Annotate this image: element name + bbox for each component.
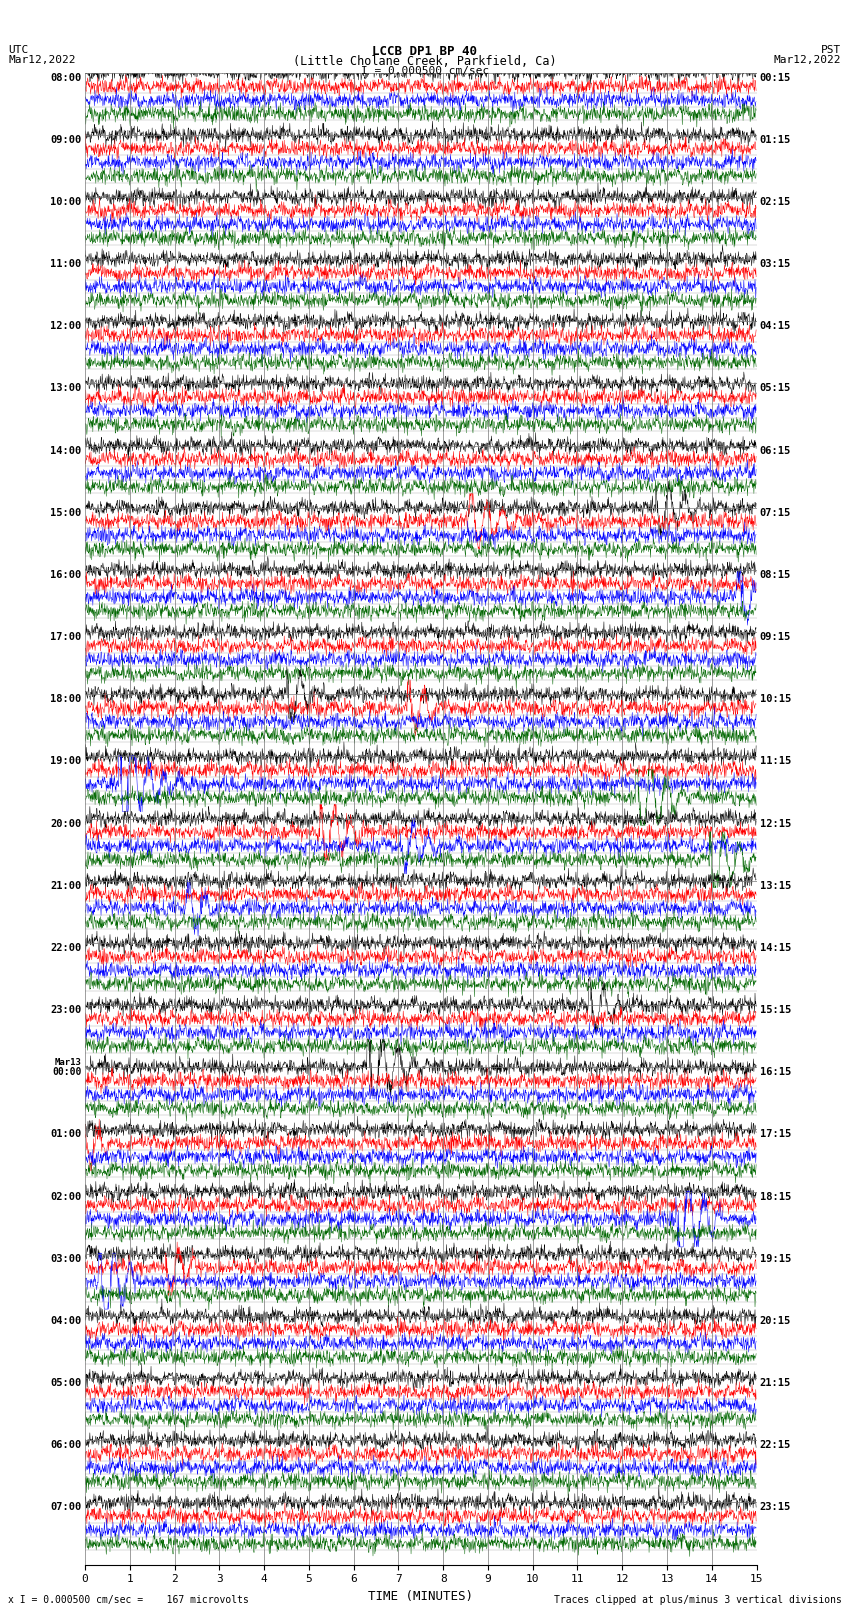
Text: 10:00: 10:00 <box>50 197 82 206</box>
Text: LCCB DP1 BP 40: LCCB DP1 BP 40 <box>372 45 478 58</box>
Text: 07:15: 07:15 <box>760 508 791 518</box>
Text: 01:00: 01:00 <box>50 1129 82 1139</box>
Text: (Little Cholane Creek, Parkfield, Ca): (Little Cholane Creek, Parkfield, Ca) <box>293 55 557 68</box>
Text: 18:15: 18:15 <box>760 1192 791 1202</box>
Text: 19:15: 19:15 <box>760 1253 791 1263</box>
Text: 08:15: 08:15 <box>760 569 791 581</box>
Text: 13:15: 13:15 <box>760 881 791 890</box>
Text: 20:15: 20:15 <box>760 1316 791 1326</box>
Text: 03:15: 03:15 <box>760 260 791 269</box>
Text: 04:00: 04:00 <box>50 1316 82 1326</box>
Text: 04:15: 04:15 <box>760 321 791 331</box>
Text: 17:15: 17:15 <box>760 1129 791 1139</box>
Text: 16:00: 16:00 <box>50 569 82 581</box>
Text: 22:15: 22:15 <box>760 1440 791 1450</box>
Text: 02:00: 02:00 <box>50 1192 82 1202</box>
Text: 11:00: 11:00 <box>50 260 82 269</box>
Text: x I = 0.000500 cm/sec =    167 microvolts: x I = 0.000500 cm/sec = 167 microvolts <box>8 1595 249 1605</box>
Text: 23:15: 23:15 <box>760 1502 791 1513</box>
Text: Mar12,2022: Mar12,2022 <box>8 55 76 65</box>
Text: 05:15: 05:15 <box>760 384 791 394</box>
Text: 00:00: 00:00 <box>52 1068 82 1077</box>
Text: 17:00: 17:00 <box>50 632 82 642</box>
Text: Traces clipped at plus/minus 3 vertical divisions: Traces clipped at plus/minus 3 vertical … <box>553 1595 842 1605</box>
Text: PST: PST <box>821 45 842 55</box>
Text: 06:00: 06:00 <box>50 1440 82 1450</box>
Text: 05:00: 05:00 <box>50 1378 82 1389</box>
Text: 15:00: 15:00 <box>50 508 82 518</box>
Text: 14:00: 14:00 <box>50 445 82 455</box>
Text: 22:00: 22:00 <box>50 944 82 953</box>
Text: 10:15: 10:15 <box>760 694 791 705</box>
Text: 03:00: 03:00 <box>50 1253 82 1263</box>
Text: 12:15: 12:15 <box>760 819 791 829</box>
Text: 11:15: 11:15 <box>760 756 791 766</box>
Text: 15:15: 15:15 <box>760 1005 791 1015</box>
Text: 12:00: 12:00 <box>50 321 82 331</box>
Text: 20:00: 20:00 <box>50 819 82 829</box>
Text: 08:00: 08:00 <box>50 73 82 82</box>
Text: 07:00: 07:00 <box>50 1502 82 1513</box>
X-axis label: TIME (MINUTES): TIME (MINUTES) <box>368 1590 473 1603</box>
Text: 14:15: 14:15 <box>760 944 791 953</box>
Text: 16:15: 16:15 <box>760 1068 791 1077</box>
Text: 09:15: 09:15 <box>760 632 791 642</box>
Text: 06:15: 06:15 <box>760 445 791 455</box>
Text: 09:00: 09:00 <box>50 135 82 145</box>
Text: 01:15: 01:15 <box>760 135 791 145</box>
Text: 13:00: 13:00 <box>50 384 82 394</box>
Text: I = 0.000500 cm/sec: I = 0.000500 cm/sec <box>361 66 489 76</box>
Text: 21:15: 21:15 <box>760 1378 791 1389</box>
Text: UTC: UTC <box>8 45 29 55</box>
Text: 19:00: 19:00 <box>50 756 82 766</box>
Text: 18:00: 18:00 <box>50 694 82 705</box>
Text: 23:00: 23:00 <box>50 1005 82 1015</box>
Text: Mar13: Mar13 <box>54 1058 82 1068</box>
Text: 02:15: 02:15 <box>760 197 791 206</box>
Text: Mar12,2022: Mar12,2022 <box>774 55 842 65</box>
Text: 21:00: 21:00 <box>50 881 82 890</box>
Text: 00:15: 00:15 <box>760 73 791 82</box>
